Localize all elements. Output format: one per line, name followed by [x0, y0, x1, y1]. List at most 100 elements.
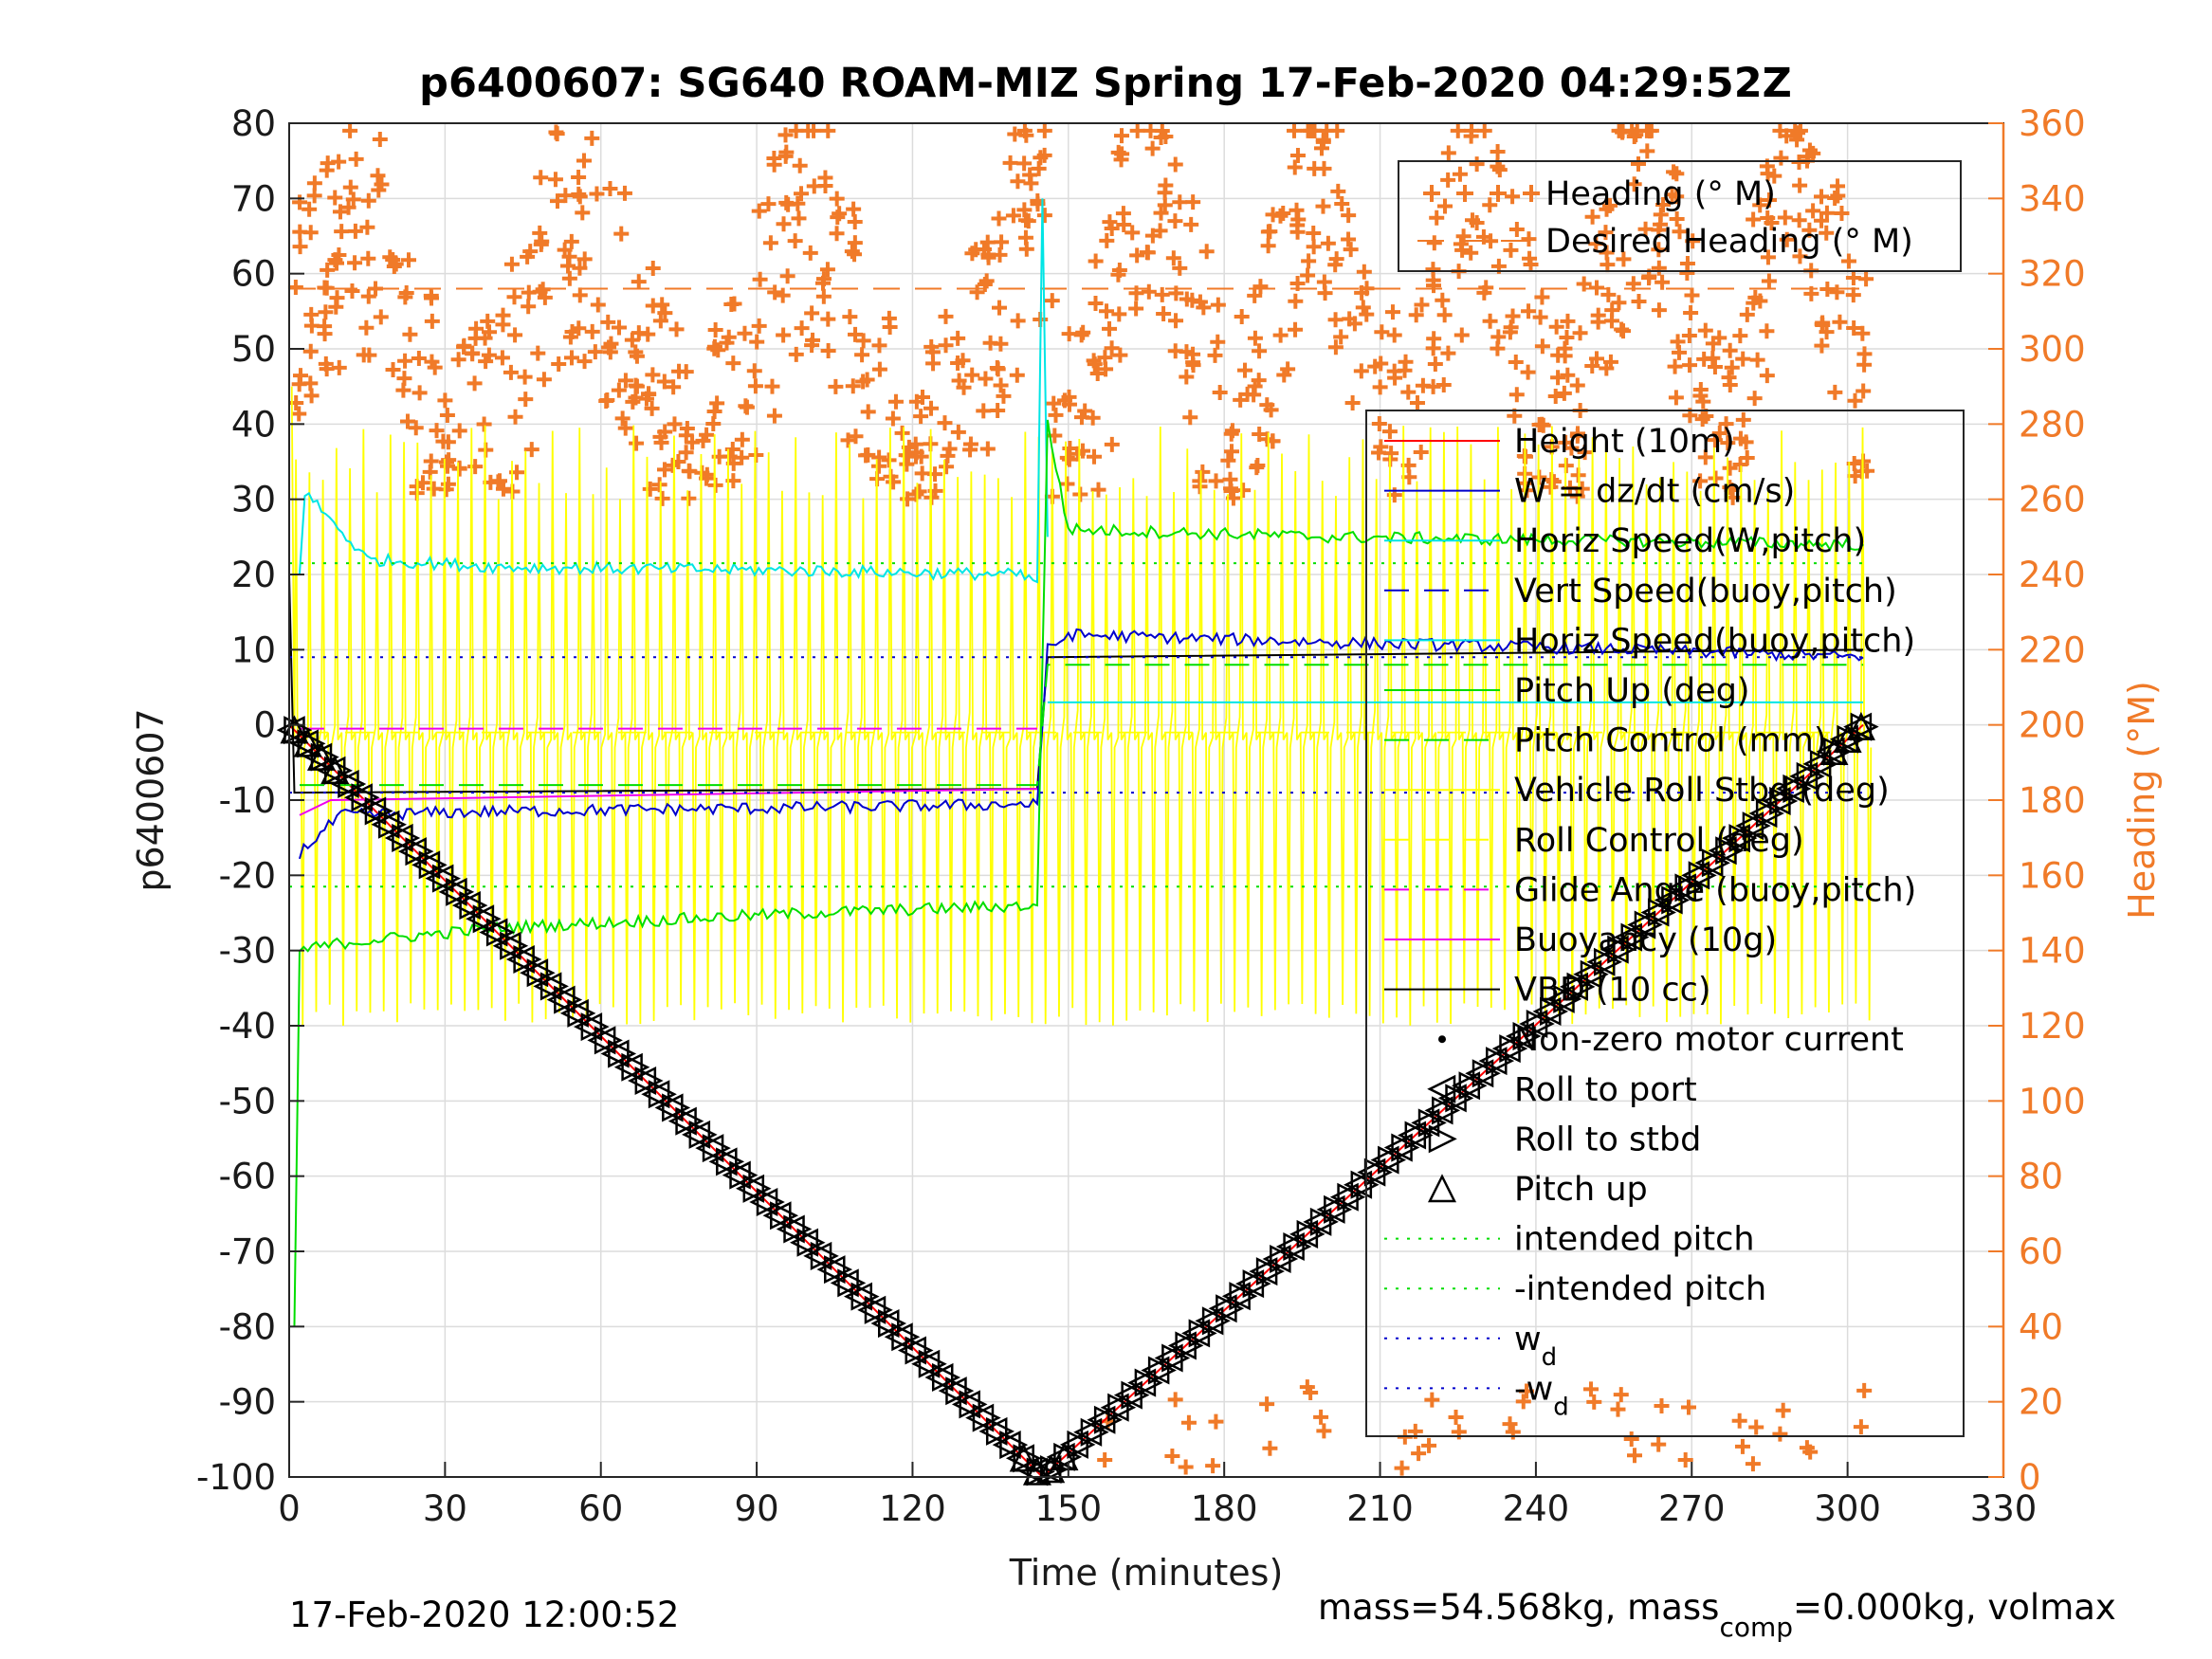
legend-main-label-text: VBD (10 cc) [1514, 972, 1711, 1010]
heading-marker [705, 416, 722, 432]
marker-roll-left [992, 1431, 1021, 1460]
heading-marker [1224, 423, 1240, 439]
legend-main-label-text: Roll to port [1514, 1071, 1697, 1109]
heading-marker [424, 290, 440, 306]
heading-marker [320, 262, 336, 278]
heading-marker [329, 255, 345, 271]
heading-marker [385, 362, 401, 378]
heading-marker [1582, 1381, 1599, 1397]
heading-marker [1289, 147, 1306, 163]
y-tick-label: 10 [231, 629, 276, 670]
heading-marker [1569, 377, 1585, 393]
heading-marker [1707, 359, 1723, 375]
x-tick-label: 240 [1503, 1488, 1570, 1529]
heading-marker [1469, 156, 1485, 173]
marker-roll-left [708, 1147, 738, 1176]
heading-marker [1104, 340, 1120, 356]
marker-roll-left [789, 1228, 819, 1257]
marker-roll-left [870, 1309, 900, 1339]
heading-marker [1840, 253, 1856, 269]
legend-main-label-text: Glide Angle (buoy,pitch) [1514, 871, 1916, 909]
heading-marker [1233, 392, 1249, 408]
heading-marker [804, 305, 820, 321]
marker-roll-left [1694, 848, 1724, 878]
marker-roll-left [466, 904, 495, 934]
heading-marker [709, 395, 725, 411]
heading-marker [1651, 222, 1667, 238]
heading-marker [1453, 236, 1469, 252]
heading-marker [1129, 247, 1145, 264]
marker-roll-left [1289, 1219, 1319, 1249]
heading-marker [1179, 369, 1195, 385]
heading-marker [1172, 194, 1188, 210]
legend-main-label-text: Pitch Control (mm) [1514, 722, 1826, 760]
y-right-tick-label: 100 [2019, 1081, 2086, 1121]
heading-marker [1110, 266, 1126, 283]
heading-marker [657, 305, 673, 321]
heading-marker [887, 393, 904, 410]
heading-marker [503, 364, 519, 380]
heading-marker [1413, 444, 1429, 460]
marker-roll-left [1303, 1207, 1332, 1236]
heading-marker [820, 343, 836, 359]
legend-heading-marker [1490, 185, 1507, 202]
x-tick-label: 210 [1346, 1488, 1414, 1529]
heading-marker [994, 234, 1010, 250]
marker-roll-left [1775, 774, 1804, 803]
heading-marker [507, 409, 523, 425]
marker-roll-left [1748, 799, 1778, 829]
heading-marker [334, 224, 350, 240]
heading-marker [923, 400, 940, 416]
heading-marker [777, 127, 794, 143]
marker-roll-left [1424, 1096, 1453, 1125]
heading-marker [347, 255, 363, 271]
chart-title: p6400607: SG640 ROAM-MIZ Spring 17-Feb-2… [419, 60, 1792, 107]
marker-roll-left [1383, 1133, 1413, 1162]
heading-marker [668, 321, 685, 337]
heading-marker [1104, 220, 1120, 236]
heading-marker [707, 322, 723, 338]
heading-marker [1167, 213, 1183, 229]
heading-marker [1845, 287, 1861, 303]
heading-marker [645, 367, 661, 383]
marker-roll-left [803, 1241, 832, 1270]
y-tick-label: -70 [219, 1231, 276, 1272]
heading-marker [1668, 390, 1684, 406]
heading-marker [1563, 440, 1580, 456]
heading-marker [991, 210, 1007, 227]
heading-marker [1577, 445, 1593, 461]
marker-roll-left [1491, 1034, 1521, 1064]
heading-marker [1341, 208, 1357, 224]
heading-marker [907, 436, 923, 452]
heading-marker [1090, 482, 1106, 498]
heading-marker [1521, 231, 1537, 247]
heading-marker [429, 423, 445, 439]
heading-marker [993, 336, 1009, 352]
heading-marker [678, 445, 694, 461]
heading-marker [1429, 210, 1445, 226]
heading-marker [734, 431, 750, 447]
heading-marker [1637, 221, 1654, 237]
heading-marker [1436, 307, 1453, 323]
legend-main-label-text: Buoyancy (10g) [1514, 921, 1777, 959]
heading-marker [1208, 473, 1224, 489]
heading-marker [1856, 1382, 1873, 1398]
heading-marker [1600, 286, 1617, 302]
x-tick-label: 120 [879, 1488, 946, 1529]
heading-marker [1465, 212, 1480, 228]
heading-marker [1588, 236, 1604, 252]
heading-marker [288, 394, 304, 410]
heading-marker [1192, 294, 1208, 310]
marker-roll-left [1478, 1047, 1508, 1076]
series-line-3 [298, 198, 1049, 584]
marker-roll-left [951, 1390, 980, 1419]
heading-marker [1476, 122, 1492, 138]
legend-main-label-text: Pitch Up (deg) [1514, 672, 1750, 710]
heading-marker [964, 246, 980, 262]
heading-marker [1384, 304, 1400, 320]
heading-marker [1651, 242, 1667, 258]
marker-roll-left [938, 1376, 967, 1406]
heading-marker [1018, 241, 1034, 257]
heading-marker [1252, 343, 1268, 359]
